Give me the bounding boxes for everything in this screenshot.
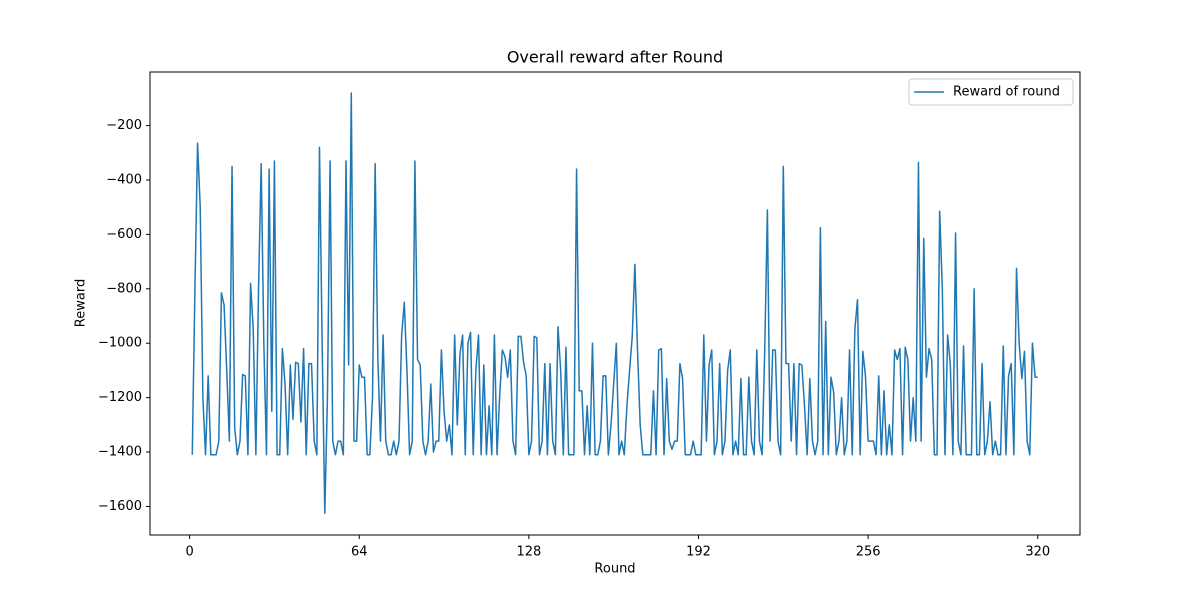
- x-tick-label: 128: [516, 545, 541, 560]
- plot-frame: [149, 71, 1081, 536]
- y-tick-label: −200: [106, 118, 142, 133]
- legend-box: [908, 78, 1074, 106]
- line-series: [191, 92, 1038, 514]
- y-tick-label: −800: [106, 281, 142, 296]
- x-tick-label: 320: [1025, 545, 1050, 560]
- y-tick-label: −600: [106, 227, 142, 242]
- legend-label: Reward of round: [953, 85, 1060, 100]
- y-tick-label: −1600: [98, 499, 142, 514]
- chart-title: Overall reward after Round: [507, 48, 723, 67]
- y-tick-label: −400: [106, 172, 142, 187]
- x-tick-label: 256: [856, 545, 881, 560]
- x-axis-label: Round: [594, 562, 635, 577]
- y-axis-label: Reward: [74, 279, 89, 327]
- y-tick-label: −1400: [98, 445, 142, 460]
- y-tick-label: −1200: [98, 390, 142, 405]
- y-tick-label: −1000: [98, 336, 142, 351]
- x-tick-label: 64: [351, 545, 368, 560]
- x-tick-label: 192: [686, 545, 711, 560]
- x-tick-label: 0: [185, 545, 193, 560]
